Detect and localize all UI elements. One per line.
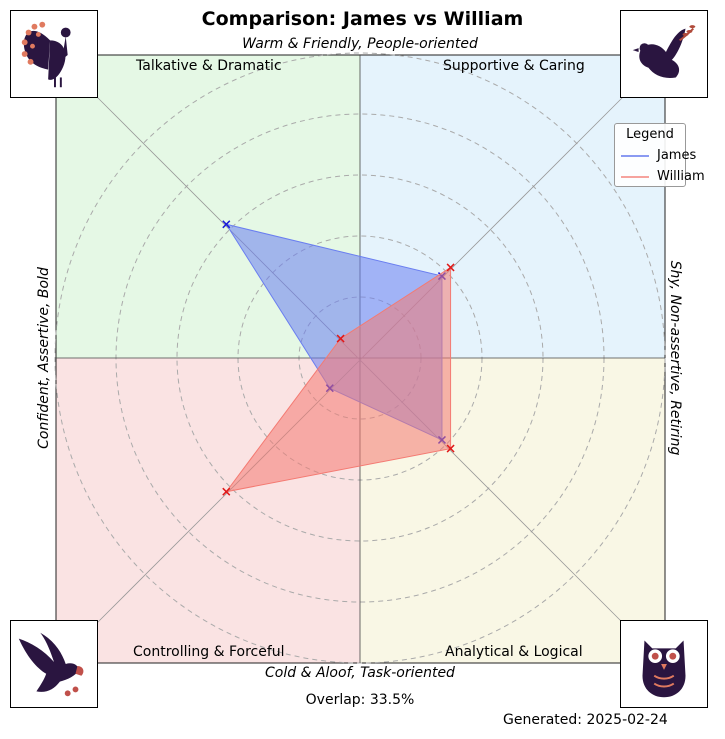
- peacock-icon-box: [10, 10, 98, 98]
- quadrant-label-talkative: Talkative & Dramatic: [136, 58, 282, 74]
- point-james-1: [222, 220, 231, 229]
- overlap-text: Overlap: 33.5%: [305, 692, 415, 708]
- dove-icon-box: [620, 10, 708, 98]
- dove-icon: [632, 25, 696, 78]
- legend: Legend James William: [614, 123, 705, 187]
- legend-swatch-william: [621, 175, 649, 178]
- legend-label-william: William: [657, 169, 705, 184]
- point-william-2: [446, 263, 455, 272]
- eagle-icon-box: [10, 620, 98, 708]
- chart-title: Comparison: James vs William: [201, 8, 524, 30]
- legend-label-james: James: [657, 148, 697, 163]
- legend-item-james: James: [621, 148, 696, 163]
- point-william-4: [222, 487, 231, 496]
- owl-icon: [642, 640, 686, 698]
- axis-label-right: Shy, Non-assertive, Retiring: [667, 260, 683, 456]
- axis-label-left: Confident, Assertive, Bold: [36, 267, 52, 449]
- generated-date: Generated: 2025-02-24: [503, 712, 668, 728]
- legend-title: Legend: [626, 127, 674, 142]
- legend-item-william: William: [621, 169, 705, 184]
- quadrant-label-analytical: Analytical & Logical: [445, 644, 583, 660]
- eagle-icon: [18, 632, 84, 697]
- point-william-1: [336, 334, 345, 343]
- series-layer: [222, 220, 455, 496]
- axis-label-bottom: Cold & Aloof, Task-oriented: [265, 665, 455, 681]
- point-william-3: [446, 444, 455, 453]
- quadrant-label-controlling: Controlling & Forceful: [133, 644, 285, 660]
- peacock-icon: [21, 21, 71, 88]
- owl-icon-box: [620, 620, 708, 708]
- quadrant-label-supportive: Supportive & Caring: [443, 58, 585, 74]
- legend-swatch-james: [621, 154, 649, 157]
- axis-label-top: Warm & Friendly, People-oriented: [242, 36, 478, 52]
